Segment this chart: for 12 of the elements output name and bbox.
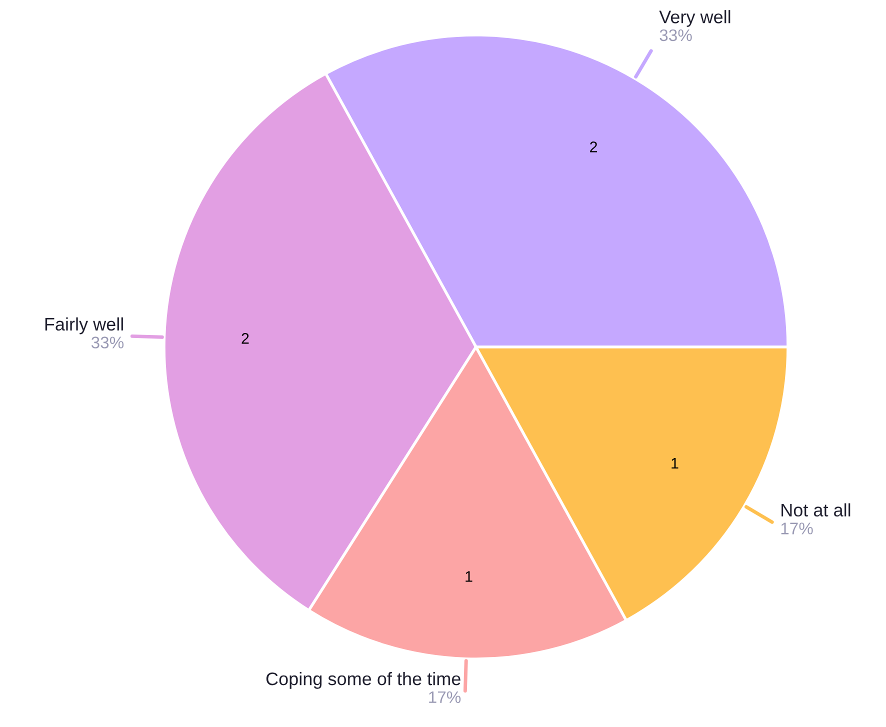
- data-label: 17%: [781, 522, 813, 534]
- data-label: 33%: [91, 336, 124, 348]
- slice-label: Not at all: [782, 503, 850, 517]
- slice-label: Fairly well: [45, 317, 123, 334]
- slice-label: Very well: [659, 10, 730, 27]
- data-label: 33%: [660, 29, 692, 42]
- text: 2: [242, 333, 249, 344]
- text: 1: [672, 458, 678, 468]
- text: 2: [590, 142, 598, 152]
- data-label: 17%: [429, 691, 461, 704]
- slice-label: Coping some of the time: [266, 672, 460, 689]
- text: 1: [466, 571, 472, 582]
